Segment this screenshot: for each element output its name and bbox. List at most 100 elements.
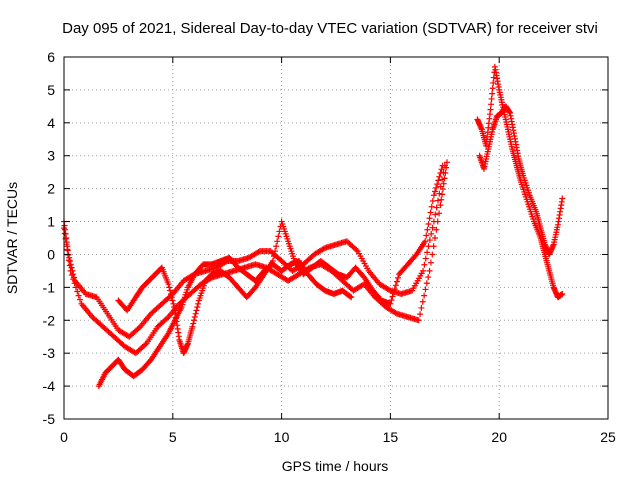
data-point xyxy=(432,211,439,218)
y-tick-label: -4 xyxy=(43,378,56,394)
data-point xyxy=(276,228,283,235)
data-point xyxy=(432,235,439,241)
data-point xyxy=(255,248,262,255)
data-point xyxy=(437,202,444,209)
data-point xyxy=(425,221,432,228)
y-tick-label: -2 xyxy=(43,312,56,328)
data-point xyxy=(418,304,425,311)
data-point xyxy=(489,90,496,97)
data-point xyxy=(142,341,149,348)
data-point xyxy=(392,282,399,289)
y-tick-label: -5 xyxy=(43,411,56,427)
data-point xyxy=(427,259,434,266)
data-point xyxy=(490,79,497,86)
data-point xyxy=(64,246,71,253)
plot-frame xyxy=(63,56,609,420)
y-tick-label: -1 xyxy=(43,279,56,295)
data-point xyxy=(386,286,393,293)
data-series xyxy=(61,63,566,390)
data-point xyxy=(67,267,74,274)
data-point xyxy=(269,258,276,265)
data-point xyxy=(359,281,366,288)
data-point xyxy=(170,300,177,307)
data-point xyxy=(429,224,436,231)
data-point xyxy=(273,243,280,250)
data-point xyxy=(77,296,84,303)
data-point xyxy=(171,304,178,311)
data-point xyxy=(428,203,435,210)
data-point xyxy=(436,173,443,180)
data-point xyxy=(422,238,429,245)
y-tick-label: 5 xyxy=(47,82,55,98)
data-point xyxy=(432,188,439,195)
series-track-3 xyxy=(95,254,355,390)
data-point xyxy=(434,218,441,225)
y-tick-label: 1 xyxy=(47,214,55,230)
data-point xyxy=(166,284,173,291)
data-point xyxy=(393,278,400,285)
data-point xyxy=(65,257,72,264)
data-point xyxy=(427,209,434,216)
data-point xyxy=(392,309,399,316)
data-point xyxy=(193,307,200,314)
series-track-5 xyxy=(474,63,566,301)
data-point xyxy=(192,310,199,317)
data-point xyxy=(487,106,494,113)
data-point xyxy=(443,164,450,171)
data-point xyxy=(270,253,277,260)
data-point xyxy=(433,184,440,191)
data-point xyxy=(194,304,201,311)
data-point xyxy=(433,226,440,233)
data-point xyxy=(135,325,142,332)
data-point xyxy=(438,166,445,173)
data-point xyxy=(439,191,446,198)
data-point xyxy=(440,180,447,187)
series-track-2 xyxy=(61,159,450,357)
axis-ticks: -5 -4 -3 -2 -1 0 1 2 3 4 5 6 0 5 10 15 20 25 xyxy=(43,49,616,445)
data-point xyxy=(424,249,431,256)
data-point xyxy=(429,251,436,258)
data-point xyxy=(195,300,202,307)
data-point xyxy=(167,287,174,294)
data-point xyxy=(272,248,279,255)
data-point xyxy=(429,197,436,204)
data-point xyxy=(348,294,355,301)
data-point xyxy=(390,289,397,296)
data-point xyxy=(436,210,443,217)
chart-title: Day 095 of 2021, Sidereal Day-to-day VTE… xyxy=(62,20,598,37)
data-point xyxy=(165,281,172,288)
data-point xyxy=(428,230,435,237)
data-point xyxy=(443,159,450,166)
data-point xyxy=(426,267,433,274)
x-tick-label: 0 xyxy=(60,429,68,445)
data-point xyxy=(189,323,196,330)
data-point xyxy=(430,243,437,250)
x-tick-label: 5 xyxy=(169,429,177,445)
x-tick-label: 20 xyxy=(491,429,507,445)
y-tick-label: 4 xyxy=(47,115,55,131)
series-track-1 xyxy=(61,162,448,340)
data-point xyxy=(347,293,354,300)
data-point xyxy=(559,195,566,202)
data-point xyxy=(438,196,445,203)
data-point xyxy=(559,290,566,297)
data-point xyxy=(426,215,433,222)
data-point xyxy=(320,245,327,252)
data-point xyxy=(71,280,78,287)
data-point xyxy=(66,262,73,269)
data-point xyxy=(353,246,360,253)
data-point xyxy=(423,232,430,239)
data-point xyxy=(417,311,424,318)
data-point xyxy=(74,288,81,295)
data-point xyxy=(387,300,394,307)
data-point xyxy=(421,261,428,268)
data-point xyxy=(70,276,77,283)
data-point xyxy=(420,267,427,274)
data-point xyxy=(421,292,428,299)
data-point xyxy=(423,280,430,287)
y-tick-label: 3 xyxy=(47,148,55,164)
x-tick-label: 15 xyxy=(383,429,399,445)
data-point xyxy=(434,181,441,188)
data-point xyxy=(68,272,75,279)
